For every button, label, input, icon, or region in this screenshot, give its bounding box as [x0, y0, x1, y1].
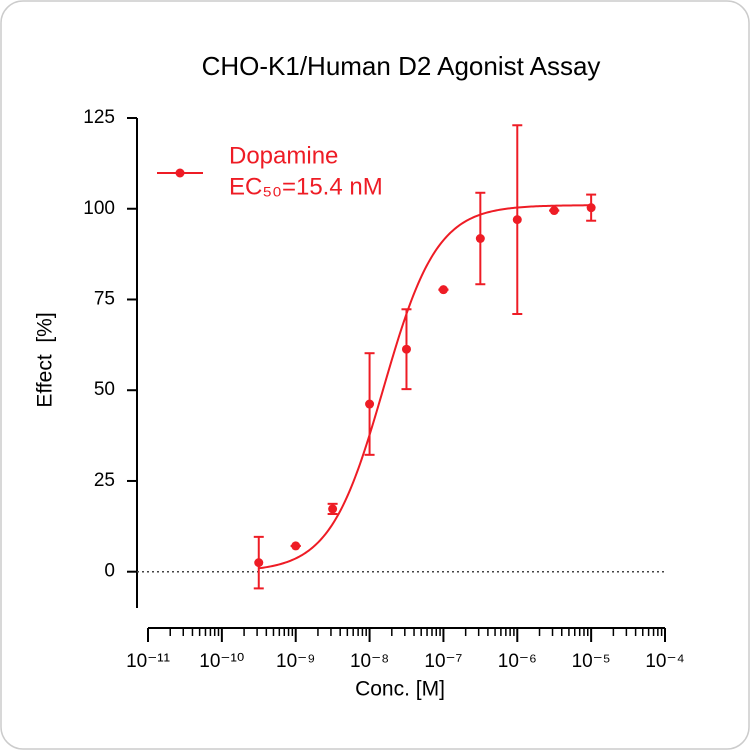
x-tick-label: 10⁻⁷: [424, 651, 462, 672]
y-tick-label: 50: [94, 379, 115, 400]
point: [549, 206, 559, 216]
point: [475, 234, 485, 244]
y-tick-label: 0: [104, 561, 115, 582]
y-tick-label: 25: [94, 470, 115, 491]
x-tick-label: 10⁻⁹: [276, 651, 315, 672]
chart-title: CHO-K1/Human D2 Agonist Assay: [202, 51, 601, 81]
point: [438, 285, 448, 295]
y-tick-label: 125: [83, 107, 115, 128]
x-axis-label: Conc. [M]: [355, 678, 445, 701]
y-tick-label: 75: [94, 288, 115, 309]
point: [365, 399, 375, 409]
x-tick-label: 10⁻¹¹: [126, 651, 170, 672]
x-tick-label: 10⁻¹⁰: [199, 651, 244, 672]
point: [254, 558, 264, 568]
x-tick-label: 10⁻⁵: [572, 651, 611, 672]
x-tick-label: 10⁻⁸: [350, 651, 389, 672]
x-tick-label: 10⁻⁶: [498, 651, 537, 672]
point: [291, 541, 301, 551]
legend-marker: [175, 168, 185, 178]
y-tick-label: 100: [83, 198, 115, 219]
point: [328, 504, 338, 514]
fit-curve: [258, 204, 592, 570]
legend-annotation: EC₅₀=15.4 nM: [229, 173, 383, 200]
point: [512, 215, 522, 225]
legend-label: Dopamine: [229, 142, 338, 169]
point: [586, 203, 596, 213]
x-tick-label: 10⁻⁴: [645, 651, 684, 672]
y-axis-label: Effect [%]: [34, 312, 57, 407]
point: [401, 344, 411, 354]
